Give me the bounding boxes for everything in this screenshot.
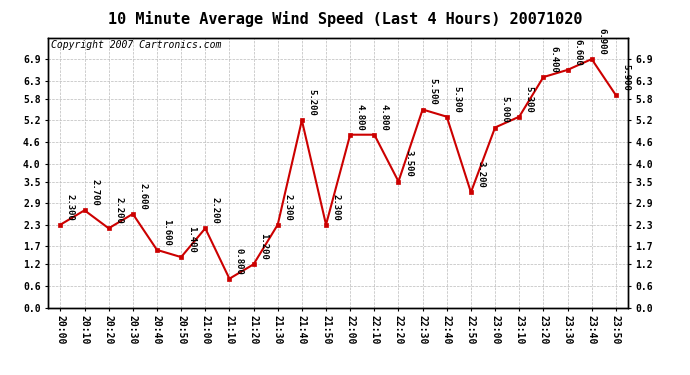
Text: 1.400: 1.400 (187, 226, 196, 253)
Text: 2.300: 2.300 (284, 194, 293, 220)
Text: 2.200: 2.200 (211, 197, 220, 224)
Text: 10 Minute Average Wind Speed (Last 4 Hours) 20071020: 10 Minute Average Wind Speed (Last 4 Hou… (108, 11, 582, 27)
Text: 6.900: 6.900 (598, 28, 607, 55)
Text: 6.600: 6.600 (573, 39, 582, 66)
Text: 2.300: 2.300 (332, 194, 341, 220)
Text: 3.500: 3.500 (404, 150, 413, 177)
Text: Copyright 2007 Cartronics.com: Copyright 2007 Cartronics.com (51, 40, 221, 50)
Text: 2.200: 2.200 (115, 197, 124, 224)
Text: 6.400: 6.400 (549, 46, 558, 73)
Text: 5.900: 5.900 (622, 64, 631, 91)
Text: 2.700: 2.700 (90, 179, 99, 206)
Text: 4.800: 4.800 (356, 104, 365, 130)
Text: 0.800: 0.800 (235, 248, 244, 274)
Text: 3.200: 3.200 (477, 161, 486, 188)
Text: 5.500: 5.500 (428, 78, 437, 105)
Text: 5.000: 5.000 (501, 96, 510, 123)
Text: 4.800: 4.800 (380, 104, 389, 130)
Text: 5.300: 5.300 (525, 86, 534, 112)
Text: 1.200: 1.200 (259, 233, 268, 260)
Text: 5.300: 5.300 (453, 86, 462, 112)
Text: 5.200: 5.200 (308, 89, 317, 116)
Text: 1.600: 1.600 (163, 219, 172, 246)
Text: 2.300: 2.300 (66, 194, 75, 220)
Text: 2.600: 2.600 (139, 183, 148, 210)
